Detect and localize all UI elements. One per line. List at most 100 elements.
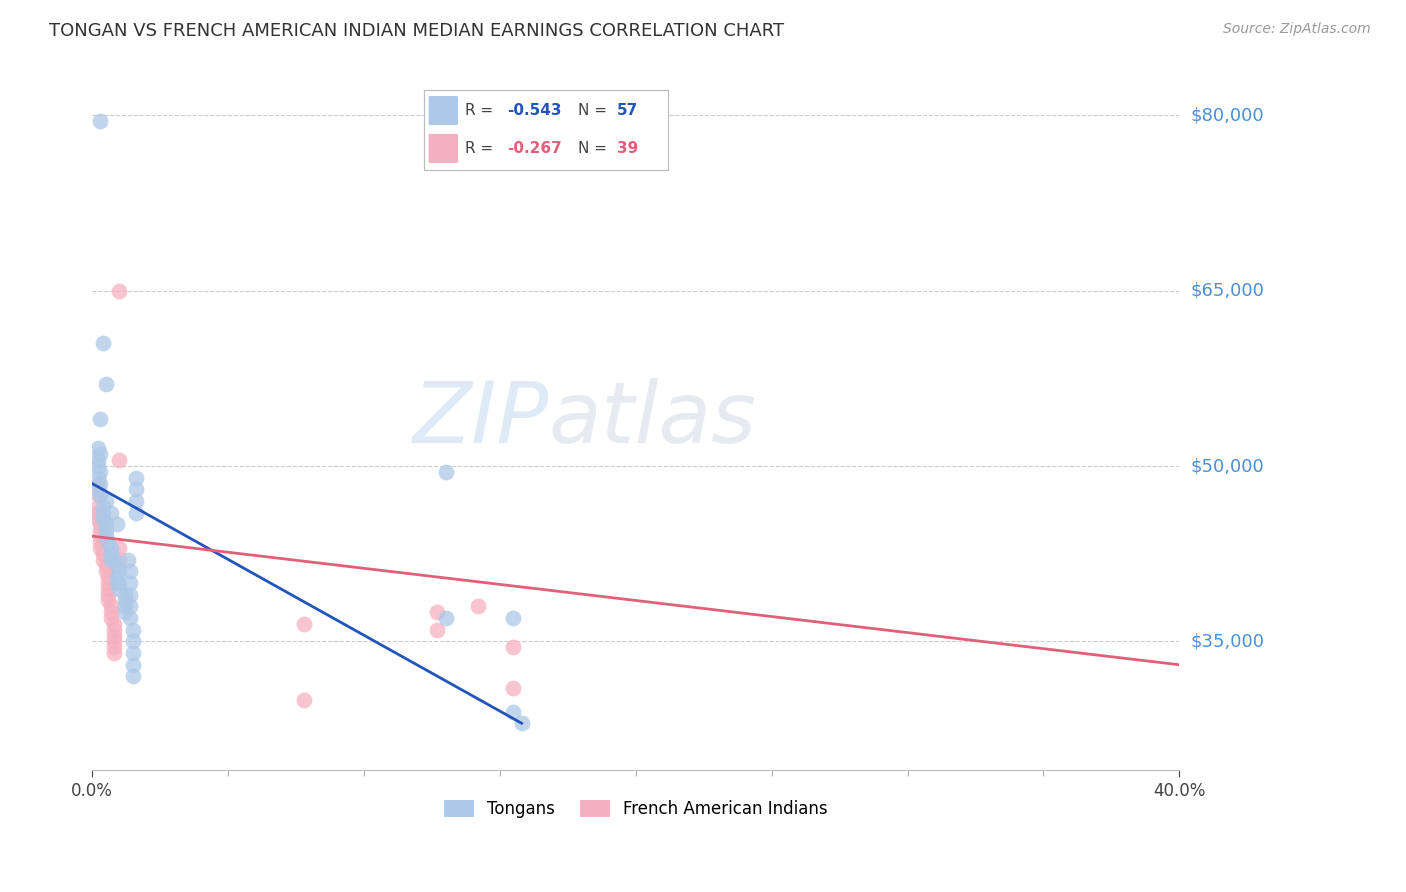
Point xyxy=(89,412,111,426)
Point xyxy=(89,529,111,543)
Point xyxy=(89,447,111,461)
Point xyxy=(502,640,524,655)
Point xyxy=(94,377,117,392)
Point xyxy=(100,552,122,566)
Point xyxy=(86,506,108,520)
Point xyxy=(105,558,128,573)
Point xyxy=(108,541,131,555)
Point xyxy=(91,500,114,514)
Point xyxy=(103,552,125,566)
Point xyxy=(86,476,108,491)
Point xyxy=(120,599,142,614)
Point xyxy=(97,588,120,602)
Point xyxy=(426,605,449,619)
Text: Source: ZipAtlas.com: Source: ZipAtlas.com xyxy=(1223,22,1371,37)
Point xyxy=(89,465,111,479)
Point xyxy=(89,476,111,491)
Point xyxy=(91,547,114,561)
Point xyxy=(103,628,125,642)
Point xyxy=(100,506,122,520)
Point xyxy=(100,541,122,555)
Text: ZIP: ZIP xyxy=(412,377,548,461)
Point xyxy=(108,453,131,467)
Point xyxy=(120,564,142,578)
Point xyxy=(103,640,125,655)
Point xyxy=(105,570,128,584)
Point xyxy=(108,564,131,578)
Point xyxy=(502,681,524,695)
Point xyxy=(105,517,128,532)
Point xyxy=(89,535,111,549)
Point xyxy=(89,541,111,555)
Text: atlas: atlas xyxy=(548,377,756,461)
Text: $50,000: $50,000 xyxy=(1191,457,1264,475)
Point xyxy=(86,442,108,456)
Point xyxy=(108,582,131,596)
Point xyxy=(91,336,114,351)
Point xyxy=(122,634,145,648)
Point xyxy=(100,599,122,614)
Point xyxy=(86,488,108,502)
Point xyxy=(124,483,146,497)
Text: $65,000: $65,000 xyxy=(1191,282,1264,300)
Point xyxy=(97,582,120,596)
Point xyxy=(292,693,315,707)
Point xyxy=(100,605,122,619)
Point xyxy=(108,284,131,298)
Point xyxy=(94,517,117,532)
Point xyxy=(97,593,120,607)
Point xyxy=(97,570,120,584)
Point xyxy=(97,576,120,591)
Point xyxy=(89,524,111,538)
Point xyxy=(89,517,111,532)
Point xyxy=(120,576,142,591)
Point xyxy=(86,483,108,497)
Point xyxy=(89,488,111,502)
Text: $35,000: $35,000 xyxy=(1191,632,1264,650)
Point xyxy=(122,657,145,672)
Point xyxy=(89,114,111,128)
Legend: Tongans, French American Indians: Tongans, French American Indians xyxy=(437,793,835,825)
Point xyxy=(86,511,108,525)
Point xyxy=(94,529,117,543)
Point xyxy=(94,494,117,508)
Point xyxy=(91,552,114,566)
Text: $80,000: $80,000 xyxy=(1191,106,1264,124)
Point xyxy=(434,611,457,625)
Point xyxy=(120,611,142,625)
Point xyxy=(292,616,315,631)
Point xyxy=(114,605,136,619)
Point xyxy=(94,558,117,573)
Point xyxy=(103,616,125,631)
Point xyxy=(105,576,128,591)
Point xyxy=(100,611,122,625)
Point xyxy=(114,599,136,614)
Point xyxy=(122,623,145,637)
Point xyxy=(103,623,125,637)
Point xyxy=(122,669,145,683)
Point xyxy=(114,588,136,602)
Point xyxy=(124,471,146,485)
Point xyxy=(122,646,145,660)
Point xyxy=(510,716,533,731)
Point xyxy=(86,458,108,473)
Point xyxy=(426,623,449,637)
Point xyxy=(502,611,524,625)
Point xyxy=(124,506,146,520)
Point xyxy=(103,646,125,660)
Point xyxy=(86,500,108,514)
Point xyxy=(114,593,136,607)
Point xyxy=(108,552,131,566)
Point xyxy=(502,705,524,719)
Point xyxy=(86,471,108,485)
Point xyxy=(100,547,122,561)
Point xyxy=(108,576,131,591)
Point xyxy=(91,506,114,520)
Point xyxy=(124,494,146,508)
Point xyxy=(86,453,108,467)
Point xyxy=(117,552,139,566)
Text: TONGAN VS FRENCH AMERICAN INDIAN MEDIAN EARNINGS CORRELATION CHART: TONGAN VS FRENCH AMERICAN INDIAN MEDIAN … xyxy=(49,22,785,40)
Point xyxy=(120,588,142,602)
Point xyxy=(97,535,120,549)
Point xyxy=(94,524,117,538)
